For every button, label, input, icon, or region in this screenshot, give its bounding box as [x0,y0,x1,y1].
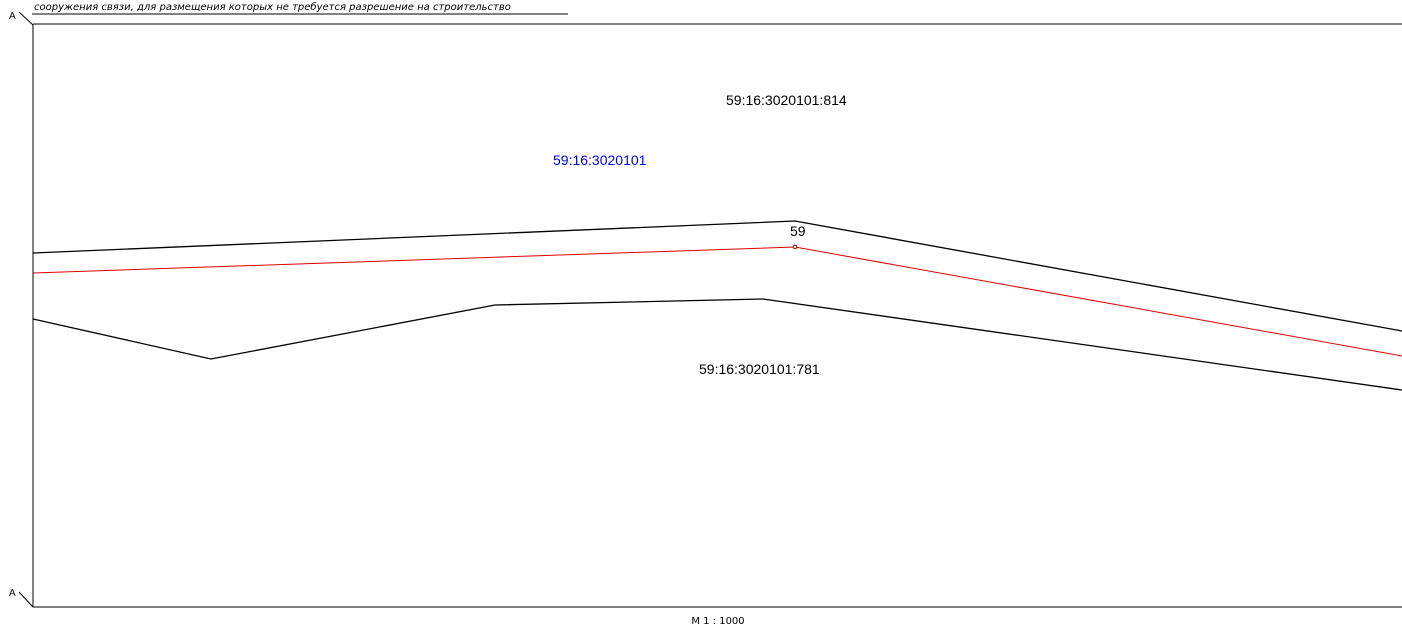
header-note: сооружения связи, для размещения которых… [34,1,511,13]
parcel-label-north: 59:16:3020101:814 [726,92,847,108]
corner-label-bottom: A [9,588,16,599]
scale-label: М 1 : 1000 [691,616,744,627]
corner-label-top: A [9,11,16,22]
corner-tick-top [18,11,34,26]
new-boundary-line [32,246,1402,357]
parcel-label-south: 59:16:3020101:781 [699,361,820,377]
boundary-point-marker [792,244,798,250]
point-label: 59 [790,223,806,239]
boundary-line-south [32,298,1402,391]
boundary-line-north [32,220,1402,332]
quarter-label: 59:16:3020101 [553,152,647,168]
corner-tick-bottom [18,591,34,608]
